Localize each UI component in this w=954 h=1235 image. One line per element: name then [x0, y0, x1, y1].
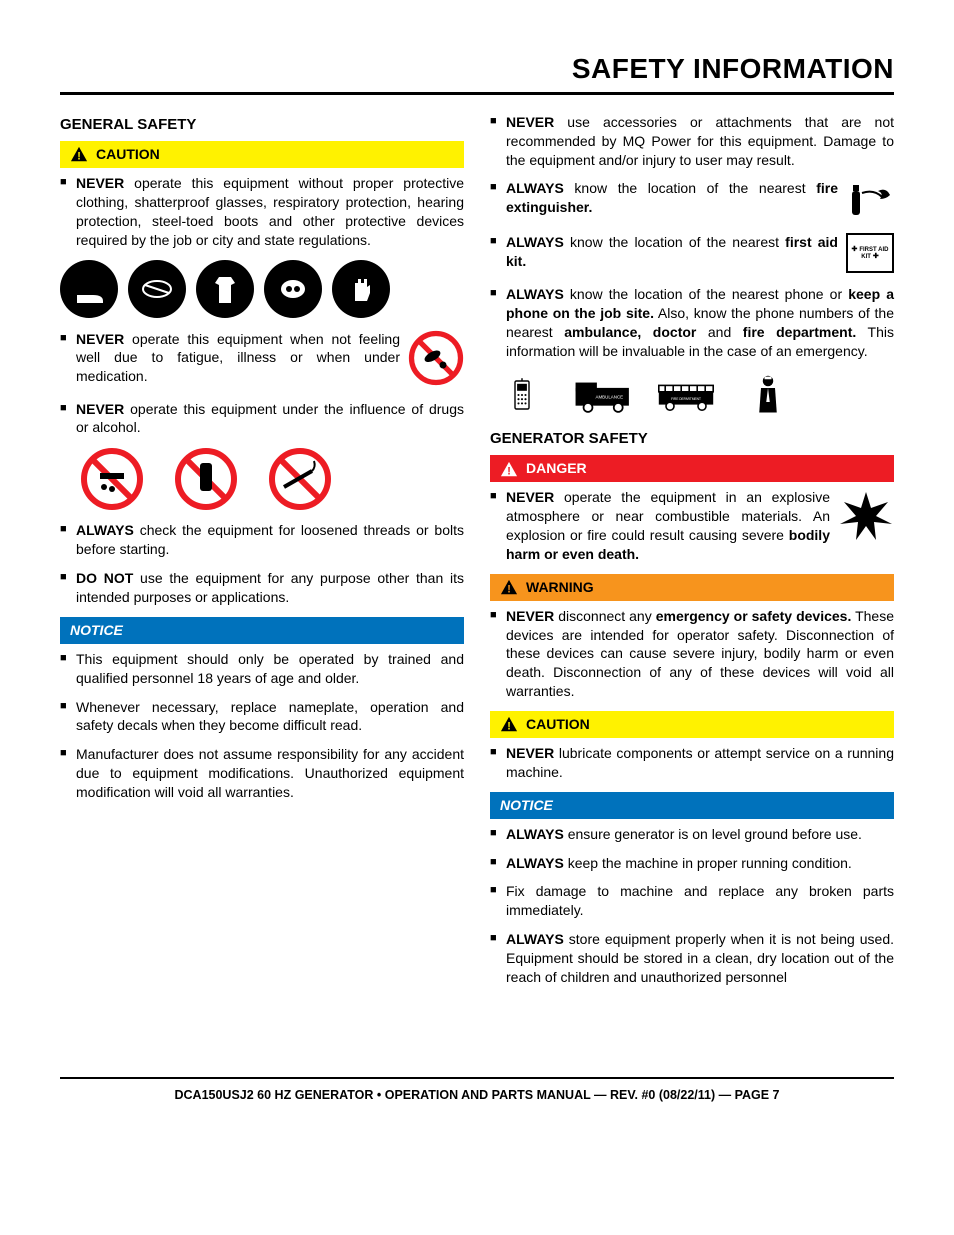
list-item: ALWAYS keep the machine in proper runnin…: [490, 854, 894, 873]
list-item: NEVER use accessories or attachments tha…: [490, 113, 894, 170]
generator-safety-heading: GENERATOR SAFETY: [490, 429, 894, 449]
right-top-list: NEVER use accessories or attachments tha…: [490, 113, 894, 361]
notice-label: NOTICE: [500, 796, 553, 815]
danger-label: DANGER: [526, 459, 587, 478]
general-safety-heading: GENERAL SAFETY: [60, 115, 464, 135]
caution-label: CAUTION: [526, 715, 590, 734]
notice-label: NOTICE: [70, 621, 123, 640]
emergency-icons-row: AMBULANCE FIRE DEPARTMENT: [490, 371, 894, 419]
prohibition-icons-row: [80, 447, 464, 511]
list-item: DO NOT use the equipment for any purpose…: [60, 569, 464, 607]
glasses-icon: [128, 260, 186, 318]
list-item: NEVER operate this equipment without pro…: [60, 174, 464, 250]
list-item: ALWAYS know the location of the nearest …: [490, 285, 894, 361]
list-item: ALWAYS ensure generator is on level grou…: [490, 825, 894, 844]
first-aid-kit-icon: ✚ FIRST AID KIT ✚: [846, 233, 894, 273]
ambulance-icon: AMBULANCE: [572, 371, 636, 419]
notice-list-right: ALWAYS ensure generator is on level grou…: [490, 825, 894, 987]
warning-triangle-icon: !: [500, 579, 518, 595]
fire-truck-icon: FIRE DEPARTMENT: [654, 371, 718, 419]
list-item: ALWAYS know the location of the nearest …: [490, 179, 894, 223]
caution-list-3: ALWAYS check the equipment for loosened …: [60, 521, 464, 607]
page-title: SAFETY INFORMATION: [60, 50, 894, 95]
ppe-icons-row: [60, 260, 464, 318]
svg-text:FIRE DEPARTMENT: FIRE DEPARTMENT: [671, 397, 701, 401]
warning-triangle-icon: !: [500, 717, 518, 733]
warning-label: WARNING: [526, 578, 594, 597]
list-item: Fix damage to machine and replace any br…: [490, 882, 894, 920]
list-item: NEVER lubricate components or attempt se…: [490, 744, 894, 782]
no-drugs-icon: [80, 447, 144, 511]
list-item: Manufacturer does not assume responsibil…: [60, 745, 464, 802]
caution-list-1: NEVER operate this equipment without pro…: [60, 174, 464, 250]
page-footer: DCA150USJ2 60 HZ GENERATOR • OPERATION A…: [60, 1077, 894, 1104]
svg-text:!: !: [77, 151, 81, 163]
notice-box: NOTICE: [60, 617, 464, 644]
left-column: GENERAL SAFETY ! CAUTION NEVER operate t…: [60, 109, 464, 997]
boots-icon: [60, 260, 118, 318]
notice-list: This equipment should only be operated b…: [60, 650, 464, 802]
svg-text:!: !: [507, 465, 511, 477]
list-item: ALWAYS check the equipment for loosened …: [60, 521, 464, 559]
list-item: NEVER disconnect any emergency or safety…: [490, 607, 894, 701]
right-column: NEVER use accessories or attachments tha…: [490, 109, 894, 997]
notice-box-2: NOTICE: [490, 792, 894, 819]
caution-box: ! CAUTION: [60, 141, 464, 168]
no-smoking-icon: [268, 447, 332, 511]
danger-box: ! DANGER: [490, 455, 894, 482]
phone-icon: [490, 371, 554, 419]
caution-box-2: ! CAUTION: [490, 711, 894, 738]
explosion-icon: [838, 488, 894, 544]
danger-list: NEVER operate the equipment in an explos…: [490, 488, 894, 564]
caution-label: CAUTION: [96, 145, 160, 164]
no-medication-icon: [408, 330, 464, 386]
list-item: ALWAYS store equipment properly when it …: [490, 930, 894, 987]
list-item: NEVER operate this equipment under the i…: [60, 400, 464, 438]
coveralls-icon: [196, 260, 254, 318]
list-item: NEVER operate the equipment in an explos…: [490, 488, 894, 564]
list-item: This equipment should only be operated b…: [60, 650, 464, 688]
warning-triangle-icon: !: [70, 146, 88, 162]
columns: GENERAL SAFETY ! CAUTION NEVER operate t…: [60, 109, 894, 997]
caution-list-2: NEVER operate this equipment when not fe…: [60, 330, 464, 438]
gloves-icon: [332, 260, 390, 318]
doctor-icon: [736, 371, 800, 419]
list-item: NEVER operate this equipment when not fe…: [60, 330, 464, 390]
warning-list: NEVER disconnect any emergency or safety…: [490, 607, 894, 701]
list-item: Whenever necessary, replace nameplate, o…: [60, 698, 464, 736]
no-alcohol-icon: [174, 447, 238, 511]
svg-text:!: !: [507, 721, 511, 733]
warning-box: ! WARNING: [490, 574, 894, 601]
caution-list-right: NEVER lubricate components or attempt se…: [490, 744, 894, 782]
list-item: ✚ FIRST AID KIT ✚ ALWAYS know the locati…: [490, 233, 894, 275]
fire-extinguisher-icon: [846, 179, 894, 219]
svg-text:AMBULANCE: AMBULANCE: [596, 395, 624, 400]
svg-text:!: !: [507, 584, 511, 596]
warning-triangle-icon: !: [500, 461, 518, 477]
respirator-icon: [264, 260, 322, 318]
